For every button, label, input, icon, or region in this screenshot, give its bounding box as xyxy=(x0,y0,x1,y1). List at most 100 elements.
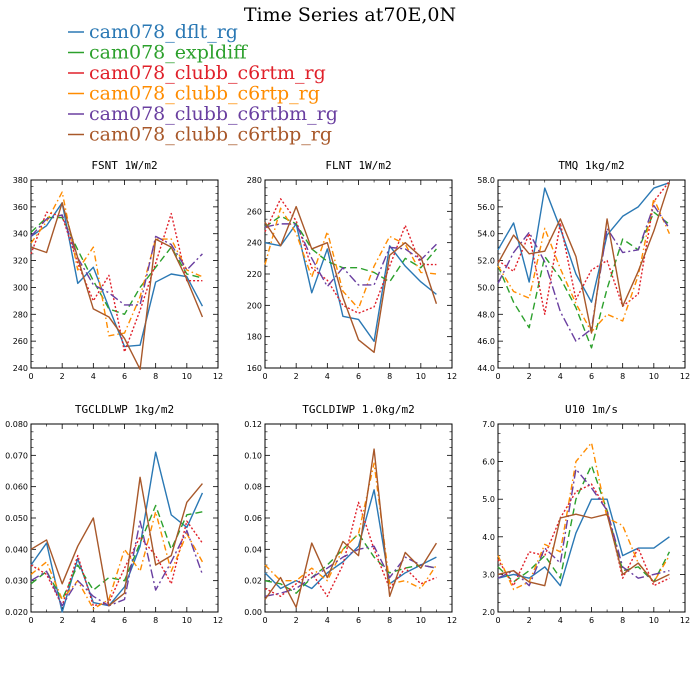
series-line xyxy=(497,182,671,334)
legend-label: cam078_expldiff xyxy=(89,42,248,64)
series-line xyxy=(497,211,670,349)
legend: cam078_dflt_rgcam078_expldiffcam078_club… xyxy=(68,21,338,146)
x-tick-label: 12 xyxy=(680,372,690,381)
series-line xyxy=(30,202,204,348)
plot-frame xyxy=(30,423,219,613)
series-line xyxy=(30,211,203,353)
y-tick-label: 6.0 xyxy=(482,458,495,467)
legend-label: cam078_clubb_c6rtp_rg xyxy=(89,83,320,105)
y-tick-label: 0.050 xyxy=(5,514,28,523)
y-tick-label: 320 xyxy=(13,257,28,266)
plot-frame xyxy=(497,179,686,369)
chart-panel: TMQ 1kg/m2 0 2 4 6 8 10 12 44.0 46.0 48.0 50.0 52.0 5… xyxy=(477,159,690,381)
legend-entry: cam078_clubb_c6rtm_rg xyxy=(68,62,326,84)
y-tick-label: 0.08 xyxy=(244,483,262,492)
x-tick-label: 12 xyxy=(213,616,223,625)
legend-entry: cam078_clubb_c6rtbm_rg xyxy=(68,103,338,125)
x-tick-label: 0 xyxy=(28,372,33,381)
series-line xyxy=(497,464,671,583)
legend-entry: cam078_expldiff xyxy=(68,42,248,64)
panel-title: TGCLDLWP 1kg/m2 xyxy=(75,403,174,416)
y-tick-label: 280 xyxy=(13,310,28,319)
y-tick-label: 48.0 xyxy=(477,310,495,319)
x-tick-label: 2 xyxy=(294,616,299,625)
legend-label: cam078_dflt_rg xyxy=(89,21,238,43)
x-tick-label: 4 xyxy=(558,616,563,625)
x-tick-label: 10 xyxy=(416,616,426,625)
y-tick-label: 260 xyxy=(13,337,28,346)
x-tick-label: 0 xyxy=(495,372,500,381)
chart-panel: FSNT 1W/m2 0 2 4 6 8 10 12 240 260 280 300 320 340 360… xyxy=(13,159,223,381)
x-tick-label: 2 xyxy=(60,372,65,381)
y-tick-label: 0.00 xyxy=(244,608,262,617)
y-tick-label: 0.030 xyxy=(5,577,28,586)
series-line xyxy=(264,462,438,590)
chart-panel: U10 1m/s 0 2 4 6 8 10 12 2.0 3.0 4.0 5.0 6.0 7.0 xyxy=(482,403,690,625)
x-tick-label: 8 xyxy=(153,616,158,625)
y-tick-label: 260 xyxy=(247,207,262,216)
y-tick-label: 300 xyxy=(13,283,28,292)
series-line xyxy=(30,520,203,607)
y-tick-label: 50.0 xyxy=(477,283,495,292)
legend-label: cam078_clubb_c6rtm_rg xyxy=(89,62,326,84)
y-tick-label: 380 xyxy=(13,176,28,185)
panel-title: TGCLDIWP 1.0kg/m2 xyxy=(302,403,415,416)
y-tick-label: 160 xyxy=(247,364,262,373)
y-tick-label: 52.0 xyxy=(477,257,495,266)
x-tick-label: 6 xyxy=(589,372,594,381)
chart-panel: TGCLDIWP 1.0kg/m2 0 2 4 6 8 10 12 0.00 0.02 0.04 0.… xyxy=(244,403,457,625)
x-tick-label: 10 xyxy=(182,372,192,381)
series-line xyxy=(497,198,671,333)
x-tick-label: 2 xyxy=(294,372,299,381)
legend-entry: cam078_clubb_c6rtbp_rg xyxy=(68,124,332,146)
x-tick-label: 8 xyxy=(620,616,625,625)
series-line xyxy=(264,223,437,343)
y-tick-label: 340 xyxy=(13,230,28,239)
series-line xyxy=(264,205,438,354)
series-line xyxy=(30,216,203,315)
y-tick-label: 56.0 xyxy=(477,203,495,212)
series-line xyxy=(264,545,437,598)
y-tick-label: 58.0 xyxy=(477,176,495,185)
legend-entry: cam078_clubb_c6rtp_rg xyxy=(68,83,320,105)
x-tick-label: 4 xyxy=(91,372,96,381)
y-tick-label: 360 xyxy=(13,203,28,212)
x-tick-label: 8 xyxy=(620,372,625,381)
series-line xyxy=(264,207,437,310)
x-tick-label: 6 xyxy=(122,616,127,625)
y-tick-label: 0.080 xyxy=(5,420,28,429)
series-line xyxy=(30,214,203,306)
y-tick-label: 0.04 xyxy=(244,545,262,554)
y-tick-label: 54.0 xyxy=(477,230,495,239)
x-tick-label: 6 xyxy=(122,372,127,381)
panel-title: FLNT 1W/m2 xyxy=(325,159,391,172)
legend-label: cam078_clubb_c6rtbp_rg xyxy=(89,124,332,146)
x-tick-label: 12 xyxy=(447,372,457,381)
x-tick-label: 6 xyxy=(356,616,361,625)
series-line xyxy=(30,520,204,607)
y-tick-label: 0.12 xyxy=(244,420,262,429)
x-tick-label: 2 xyxy=(527,372,532,381)
y-tick-label: 2.0 xyxy=(482,608,495,617)
y-tick-label: 7.0 xyxy=(482,420,495,429)
series-line xyxy=(30,202,204,371)
x-tick-label: 8 xyxy=(153,372,158,381)
y-tick-label: 46.0 xyxy=(477,337,495,346)
panel-title: FSNT 1W/m2 xyxy=(91,159,157,172)
panel-title: U10 1m/s xyxy=(565,403,618,416)
y-tick-label: 240 xyxy=(247,239,262,248)
chart-panels: FSNT 1W/m20 2 4 6 8 10 12240260280300320340360… xyxy=(5,159,690,625)
y-tick-label: 0.040 xyxy=(5,545,28,554)
x-tick-label: 12 xyxy=(680,616,690,625)
series-line xyxy=(264,532,437,594)
series-line xyxy=(264,501,437,598)
legend-label: cam078_clubb_c6rtbm_rg xyxy=(89,103,338,125)
series-line xyxy=(497,513,670,587)
panel-title: TMQ 1kg/m2 xyxy=(558,159,624,172)
y-tick-label: 200 xyxy=(247,301,262,310)
y-tick-label: 0.10 xyxy=(244,451,262,460)
y-tick-label: 180 xyxy=(247,333,262,342)
x-tick-label: 2 xyxy=(527,616,532,625)
series-line xyxy=(264,215,437,283)
